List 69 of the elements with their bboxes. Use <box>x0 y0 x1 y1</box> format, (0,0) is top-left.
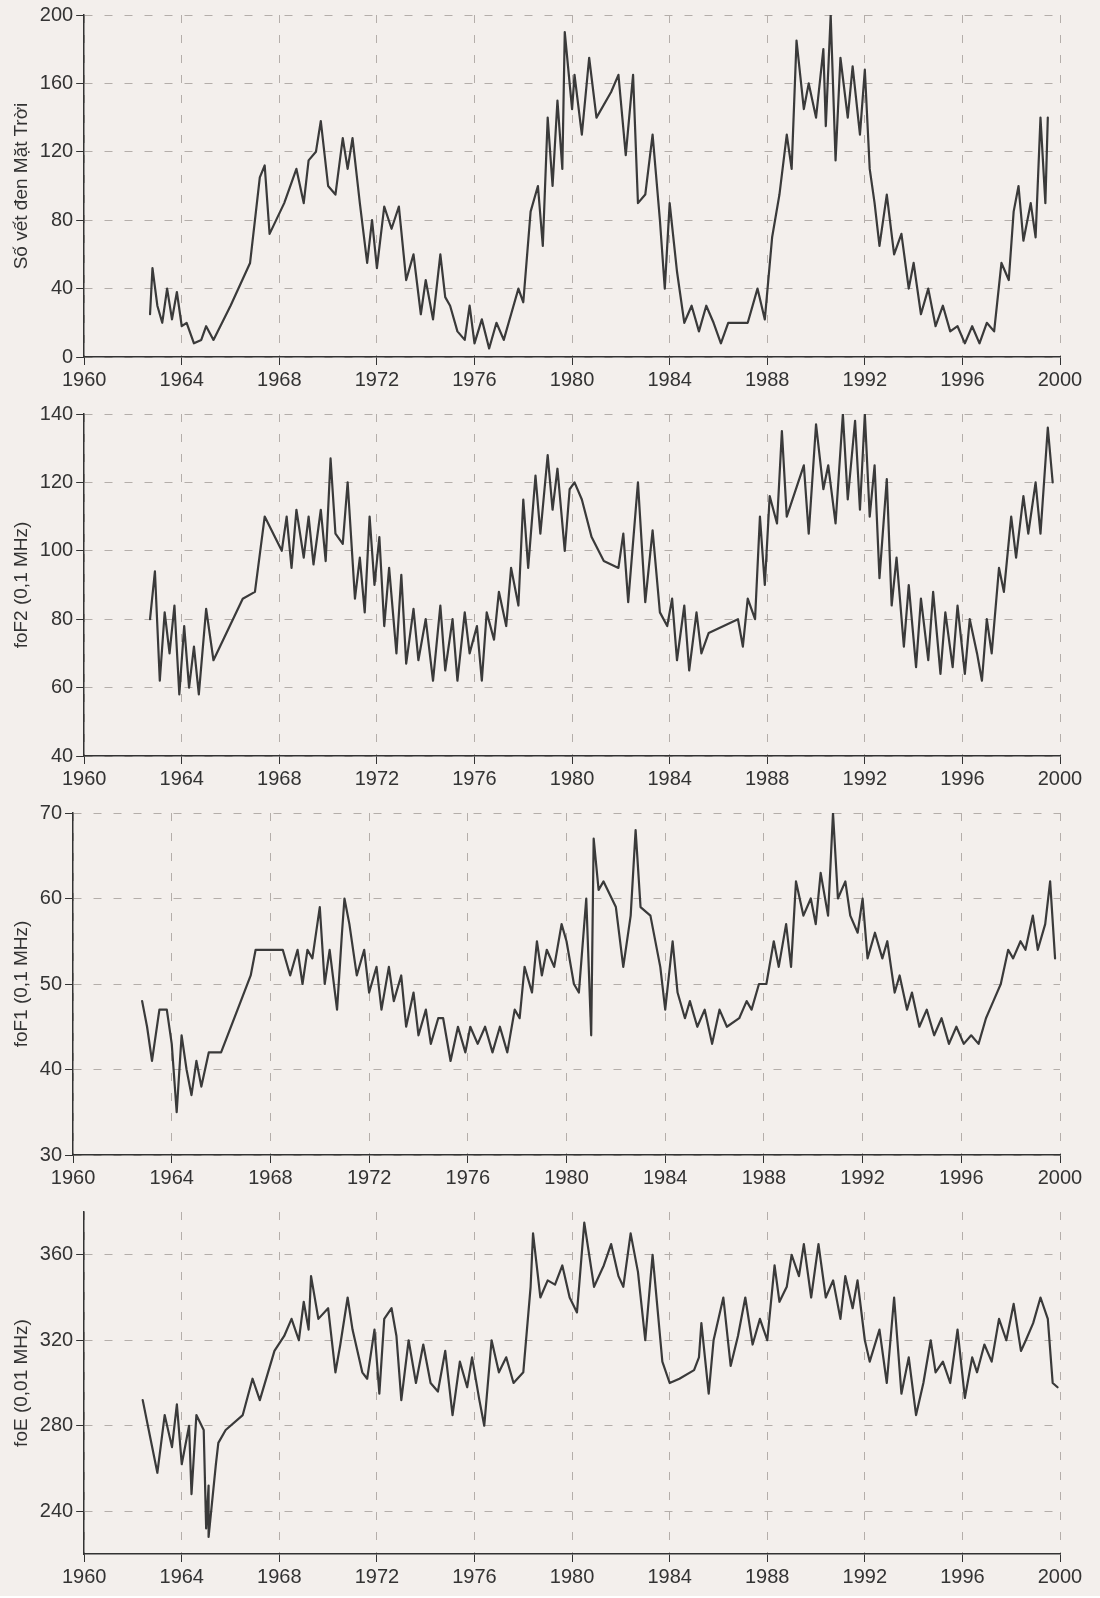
x-tick-label: 1996 <box>940 367 985 390</box>
y-tick-label: 0 <box>62 344 74 367</box>
x-tick-label: 1964 <box>159 1564 204 1587</box>
x-tick-label: 1972 <box>354 766 400 789</box>
x-tick-label: 1996 <box>940 1564 985 1587</box>
x-tick-label: 1968 <box>257 367 302 390</box>
x-tick-label: 1972 <box>354 1564 400 1587</box>
y-tick-label: 40 <box>50 743 74 766</box>
y-tick-label: 50 <box>39 971 63 994</box>
y-tick-label: 320 <box>39 1327 74 1350</box>
x-tick-label: 1968 <box>248 1165 293 1188</box>
y-tick-label: 360 <box>39 1242 74 1265</box>
x-tick-label: 1996 <box>939 1165 984 1188</box>
x-tick-label: 1976 <box>445 1165 491 1188</box>
y-tick-label: 100 <box>39 538 74 561</box>
x-tick-label: 1972 <box>346 1165 392 1188</box>
y-tick-label: 120 <box>39 139 74 162</box>
x-tick-label: 1992 <box>842 367 888 390</box>
y-tick-label: 280 <box>39 1413 74 1436</box>
y-axis-title: foE (0,01 MHz) <box>9 1319 31 1447</box>
x-tick-label: 1980 <box>549 766 595 789</box>
x-tick-label: 1980 <box>549 1564 595 1587</box>
y-tick-label: 60 <box>50 675 74 698</box>
y-tick-label: 200 <box>39 2 74 25</box>
y-axis-title: Số vết đen Mặt Trời <box>9 102 31 270</box>
y-tick-label: 60 <box>39 886 63 909</box>
y-axis-title: foF2 (0,1 MHz) <box>9 521 31 649</box>
y-axis-title: foF1 (0,1 MHz) <box>9 920 31 1048</box>
x-tick-label: 1984 <box>647 367 692 390</box>
x-tick-label: 1960 <box>50 1165 96 1188</box>
x-tick-label: 1960 <box>61 1564 107 1587</box>
x-tick-label: 1992 <box>840 1165 885 1188</box>
x-tick-label: 1976 <box>452 1564 497 1587</box>
y-tick-label: 160 <box>39 70 74 93</box>
x-tick-label: 1980 <box>544 1165 589 1188</box>
x-tick-label: 1988 <box>745 367 790 390</box>
x-tick-label: 1984 <box>647 766 692 789</box>
x-tick-label: 1988 <box>745 1564 790 1587</box>
y-tick-label: 80 <box>50 207 74 230</box>
x-tick-label: 1960 <box>61 367 107 390</box>
x-tick-label: 1976 <box>452 766 497 789</box>
x-tick-label: 1980 <box>549 367 595 390</box>
x-tick-label: 1992 <box>842 1564 888 1587</box>
x-tick-label: 1964 <box>159 367 204 390</box>
x-tick-label: 1968 <box>257 766 302 789</box>
y-tick-label: 40 <box>39 1057 63 1080</box>
y-tick-label: 40 <box>50 276 74 299</box>
x-tick-label: 1968 <box>257 1564 302 1587</box>
y-tick-label: 120 <box>39 469 74 492</box>
x-tick-label: 1960 <box>61 766 107 789</box>
x-tick-label: 2000 <box>1037 1165 1083 1188</box>
x-tick-label: 1984 <box>642 1165 688 1188</box>
x-tick-label: 2000 <box>1037 766 1083 789</box>
x-tick-label: 1964 <box>159 766 204 789</box>
y-tick-label: 240 <box>39 1498 74 1521</box>
x-tick-label: 1972 <box>354 367 400 390</box>
y-tick-label: 140 <box>39 401 74 424</box>
x-tick-label: 1988 <box>745 766 790 789</box>
x-tick-label: 1976 <box>452 367 497 390</box>
x-tick-label: 1988 <box>741 1165 787 1188</box>
x-tick-label: 1996 <box>940 766 985 789</box>
x-tick-label: 1964 <box>149 1165 194 1188</box>
y-tick-label: 80 <box>50 606 74 629</box>
y-tick-label: 70 <box>39 800 63 823</box>
x-tick-label: 2000 <box>1037 367 1083 390</box>
x-tick-label: 1984 <box>647 1564 692 1587</box>
x-tick-label: 1992 <box>842 766 888 789</box>
x-tick-label: 2000 <box>1037 1564 1083 1587</box>
y-tick-label: 30 <box>39 1142 63 1165</box>
